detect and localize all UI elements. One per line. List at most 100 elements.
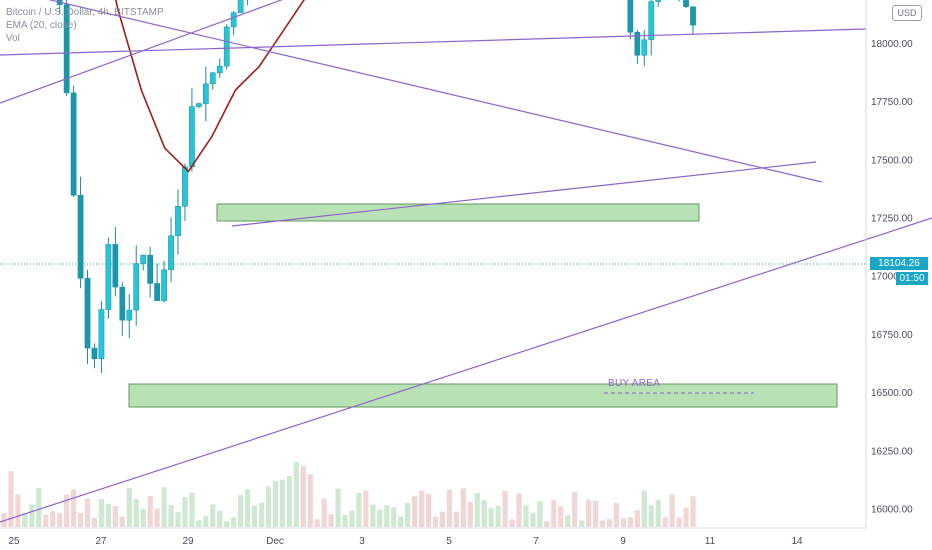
volume-bar — [586, 499, 592, 527]
volume-bar — [579, 520, 585, 527]
candle-up[interactable] — [209, 72, 216, 85]
volume-bar — [530, 512, 536, 527]
volume-bar — [446, 489, 453, 527]
candle-down[interactable] — [112, 244, 119, 288]
price-axis[interactable]: 16000.00 16250.00 16500.00 16750.00 17000.00… — [865, 0, 913, 528]
volume-bar — [126, 488, 132, 527]
volume-bar — [168, 505, 174, 527]
volume-bar — [189, 492, 195, 527]
time-tick-label: 9 — [620, 536, 626, 547]
time-axis[interactable]: 25 27 29 Dec 3 5 7 9 11 14 — [0, 527, 866, 547]
volume-bar — [231, 517, 237, 527]
time-tick-label: 5 — [446, 536, 452, 547]
trendline-steep-rising[interactable] — [0, 0, 303, 104]
volume-bar — [537, 501, 543, 527]
buy-area-zone[interactable] — [128, 383, 838, 408]
volume-bar — [342, 514, 348, 527]
symbol-title[interactable]: Bitcoin / U.S. Dollar, 4h, BITSTAMP — [6, 7, 164, 18]
candle-up[interactable] — [237, 0, 244, 14]
candle-up[interactable] — [98, 309, 105, 360]
currency-badge[interactable]: USD — [892, 5, 922, 21]
volume-bar — [272, 480, 279, 527]
volume-bar — [161, 487, 167, 527]
candle-down[interactable] — [683, 0, 689, 7]
candle-up[interactable] — [223, 26, 230, 67]
volume-bar — [425, 493, 432, 527]
candle-down[interactable] — [627, 0, 634, 33]
candle-down[interactable] — [84, 278, 91, 349]
volume-bar — [238, 495, 244, 527]
price-tick-label: 16500.00 — [871, 388, 913, 399]
volume-bar — [669, 494, 675, 527]
volume-bar — [265, 486, 272, 527]
volume-bar — [224, 520, 230, 527]
volume-bar — [91, 517, 98, 527]
candle-up[interactable] — [175, 206, 181, 237]
candle-up[interactable] — [196, 103, 202, 107]
volume-bar — [648, 505, 654, 527]
volume-bar — [279, 479, 285, 527]
candle-down[interactable] — [91, 347, 98, 360]
candle-down[interactable] — [634, 31, 641, 56]
volume-bar — [154, 508, 160, 527]
candle-up[interactable] — [189, 106, 195, 167]
candle-up[interactable] — [230, 12, 237, 28]
candle-down[interactable] — [154, 283, 160, 302]
volume-bar — [258, 502, 265, 527]
candle-down[interactable] — [63, 4, 70, 94]
trendline-rising-support[interactable] — [0, 217, 932, 523]
volume-bar — [391, 507, 397, 527]
volume-bars — [1, 461, 696, 527]
volume-bar — [293, 461, 299, 527]
candle-up[interactable] — [182, 166, 188, 207]
candle-up[interactable] — [161, 269, 167, 302]
candle-up[interactable] — [648, 1, 655, 41]
volume-bar — [50, 511, 56, 527]
volume-bar — [634, 510, 640, 527]
candle-up[interactable] — [140, 254, 147, 264]
candle-down[interactable] — [119, 286, 126, 321]
candle-down[interactable] — [147, 254, 154, 284]
candle-up[interactable] — [655, 0, 662, 2]
volume-bar — [572, 492, 578, 527]
volume-bar — [565, 515, 571, 527]
candle-up[interactable] — [105, 244, 112, 310]
volume-bar — [474, 492, 480, 527]
volume-bar — [196, 520, 202, 527]
buy-area-label: BUY AREA — [608, 378, 661, 389]
resistance-zone[interactable] — [216, 203, 700, 222]
volume-bar — [627, 517, 633, 527]
volume-bar — [523, 505, 529, 527]
time-tick-label: 27 — [95, 536, 107, 547]
volume-indicator-label[interactable]: Vol — [6, 33, 20, 44]
volume-bar — [8, 471, 14, 527]
volume-bar — [439, 511, 446, 527]
volume-bar — [495, 505, 501, 527]
candle-up[interactable] — [641, 39, 648, 56]
volume-bar — [641, 490, 647, 527]
candle-up[interactable] — [202, 83, 209, 104]
candle-down[interactable] — [77, 194, 84, 279]
ema-indicator-label[interactable]: EMA (20, close) — [6, 20, 77, 31]
volume-bar — [203, 516, 209, 527]
volume-bar — [36, 488, 42, 527]
volume-bar — [22, 513, 28, 527]
price-tick-label: 16250.00 — [871, 446, 913, 457]
trendline-rising-middle[interactable] — [231, 161, 817, 227]
volume-bar — [690, 496, 696, 527]
candle-down[interactable] — [70, 92, 77, 196]
candle-up[interactable] — [168, 235, 174, 271]
volume-bar — [84, 498, 91, 527]
volume-bar — [509, 519, 515, 527]
volume-bar — [481, 500, 487, 527]
price-tick-label: 17000.00 — [871, 272, 913, 283]
candle-up[interactable] — [216, 65, 223, 74]
price-tick-label: 17750.00 — [871, 97, 913, 108]
time-tick-label: 3 — [359, 536, 365, 547]
volume-bar — [544, 520, 550, 527]
candle-up[interactable] — [133, 263, 140, 311]
candle-up[interactable] — [126, 309, 133, 321]
trendline-descending-upper[interactable] — [0, 0, 823, 183]
candle-down[interactable] — [690, 6, 696, 26]
